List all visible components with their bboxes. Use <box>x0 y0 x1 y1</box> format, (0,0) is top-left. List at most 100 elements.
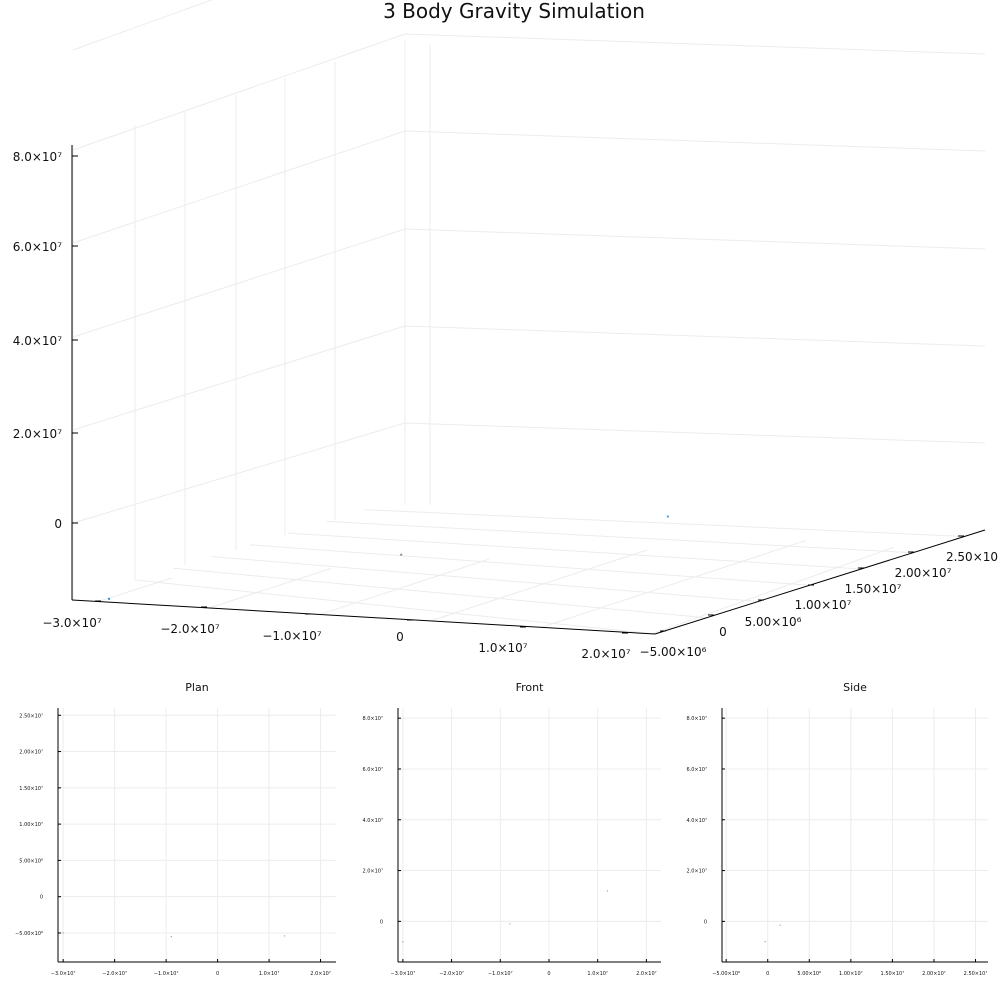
subplot-point <box>509 923 511 925</box>
x-tick-label: −3.0×10⁷ <box>42 616 101 630</box>
front-subplot: Front −3.0×10⁷ −2.0×10⁷ −1.0×10⁷ 0 1.0×10⁷ 2.0… <box>362 681 661 977</box>
subplot-y-tick-label: −5.00×10⁶ <box>15 931 43 937</box>
floor-grid-line <box>211 556 759 602</box>
x-tick-label: −2.0×10⁷ <box>160 622 219 636</box>
subplot-y-tick-label: 1.00×10⁷ <box>19 822 43 828</box>
y-tick-label: 2.50×10 <box>946 550 998 564</box>
wall-grid-line <box>72 33 406 151</box>
floor-grid-line <box>249 544 810 586</box>
subplot-x-tick-label: 0 <box>547 971 550 977</box>
wall-grid-line <box>404 325 986 347</box>
subplot-x-tick-label: −2.0×10⁷ <box>102 971 127 977</box>
subplot-x-tick-label: 0 <box>766 971 769 977</box>
y-tick-label: 5.00×10⁶ <box>745 615 802 629</box>
z-tick-label: 0 <box>54 517 62 531</box>
subplot-y-tick-label: 2.00×10⁷ <box>19 750 43 756</box>
y-tick-label: 2.00×10⁷ <box>895 566 952 580</box>
wall-grid-line <box>404 130 986 152</box>
main-grid <box>72 0 986 635</box>
subplot-x-tick-label: −3.0×10⁷ <box>391 971 416 977</box>
wall-grid-line <box>72 130 406 244</box>
subplot-title: Side <box>843 681 867 694</box>
subplot-y-tick-label: 4.0×10⁷ <box>362 818 383 824</box>
floor-grid-line <box>326 520 913 554</box>
body-point <box>400 553 403 556</box>
subplot-x-tick-label: 2.50×10⁷ <box>964 971 988 977</box>
subplot-x-tick-label: 1.0×10⁷ <box>259 971 280 977</box>
x-tick-label: 2.0×10⁷ <box>581 647 630 661</box>
subplot-y-tick-label: 0 <box>704 919 707 925</box>
subplot-x-tick-label: 5.00×10⁶ <box>797 971 821 977</box>
y-tick-label: 1.00×10⁷ <box>795 598 852 612</box>
x-tick-label: 1.0×10⁷ <box>478 641 527 655</box>
y-tick-label: −5.00×10⁶ <box>640 645 707 659</box>
subplot-y-tick-label: 0 <box>40 895 43 901</box>
x-tick-label: −1.0×10⁷ <box>262 629 321 643</box>
subplot-y-tick-label: 4.0×10⁷ <box>686 818 707 824</box>
main-axes <box>71 145 986 635</box>
subplot-y-tick-label: 5.00×10⁶ <box>19 858 43 864</box>
y-axis <box>654 529 986 635</box>
subplot-x-tick-label: 1.0×10⁷ <box>587 971 608 977</box>
body-point <box>107 597 111 601</box>
subplot-x-tick-label: 2.0×10⁷ <box>636 971 657 977</box>
x-axis <box>71 599 656 635</box>
subplot-x-tick-label: −1.0×10⁷ <box>154 971 179 977</box>
floor-grid-line <box>319 558 490 615</box>
subplot-y-tick-label: 6.0×10⁷ <box>686 767 707 773</box>
z-tick-label: 2.0×10⁷ <box>13 427 62 441</box>
floor-grid-line <box>541 540 806 628</box>
floor-grid-line <box>430 549 648 622</box>
subplot-title: Front <box>516 681 545 694</box>
subplot-y-tick-label: 0 <box>380 919 383 925</box>
subplot-y-tick-label: 8.0×10⁷ <box>362 716 383 722</box>
y-tick-label: 0 <box>719 625 727 639</box>
main-tick-labels: −3.0×10⁷ −2.0×10⁷ −1.0×10⁷ 01.0×10⁷ 2.0×10⁷ −… <box>13 150 998 661</box>
subplot-x-tick-label: 1.00×10⁷ <box>839 971 863 977</box>
wall-grid-line <box>72 0 213 51</box>
subplot-x-tick-label: 2.0×10⁷ <box>310 971 331 977</box>
x-tick-label: 0 <box>396 630 404 644</box>
subplot-y-tick-label: 6.0×10⁷ <box>362 767 383 773</box>
floor-grid-line <box>173 567 707 619</box>
subplot-y-tick-label: 2.50×10⁷ <box>19 713 43 719</box>
subplot-point <box>283 935 286 937</box>
subplot-point <box>62 932 64 934</box>
side-subplot: Side −5.00×10⁶ 0 5.00×10⁶ 1.00×10⁷ 1.50×10⁷ 2.… <box>686 681 988 977</box>
subplot-x-tick-label: 0 <box>216 971 219 977</box>
z-tick-label: 4.0×10⁷ <box>13 334 62 348</box>
subplot-x-tick-label: −3.0×10⁷ <box>51 971 76 977</box>
subplot-x-tick-label: −1.0×10⁷ <box>488 971 513 977</box>
subplot-point <box>402 941 404 943</box>
z-tick-label: 8.0×10⁷ <box>13 150 62 164</box>
subplot-y-tick-label: 8.0×10⁷ <box>686 716 707 722</box>
floor-grid-line <box>98 577 173 603</box>
floor-grid-line <box>651 546 895 635</box>
wall-grid-line <box>404 228 986 250</box>
subplot-y-tick-label: 2.0×10⁷ <box>686 869 707 875</box>
wall-grid-line <box>72 228 406 338</box>
subplot-x-tick-label: −5.00×10⁶ <box>712 971 740 977</box>
wall-grid-line <box>404 422 986 444</box>
floor-grid-line <box>134 579 656 635</box>
floor-grid-line <box>208 568 331 609</box>
y-tick-label: 1.50×10⁷ <box>845 582 902 596</box>
wall-grid-line <box>72 325 406 431</box>
subplot-title: Plan <box>185 681 208 694</box>
body-point <box>666 515 670 518</box>
plan-subplot: Plan −3.0×10⁷ −2.0×10⁷ −1.0×10⁷ 0 1.0×10⁷ 2.0×… <box>15 681 336 977</box>
subplot-point <box>606 890 609 892</box>
chart-title: 3 Body Gravity Simulation <box>383 0 645 23</box>
main-3d-plot: −3.0×10⁷ −2.0×10⁷ −1.0×10⁷ 01.0×10⁷ 2.0×10⁷ −… <box>13 0 998 661</box>
wall-grid-line <box>404 33 986 55</box>
z-tick-label: 6.0×10⁷ <box>13 240 62 254</box>
subplot-x-tick-label: 1.50×10⁷ <box>881 971 905 977</box>
subplot-y-tick-label: 2.0×10⁷ <box>362 869 383 875</box>
subplot-point <box>170 935 172 938</box>
floor-grid-line <box>364 509 965 537</box>
subplot-point <box>764 941 766 943</box>
wall-grid-line <box>72 422 406 524</box>
floor-grid-line <box>288 532 862 570</box>
subplot-x-tick-label: 2.00×10⁷ <box>922 971 946 977</box>
